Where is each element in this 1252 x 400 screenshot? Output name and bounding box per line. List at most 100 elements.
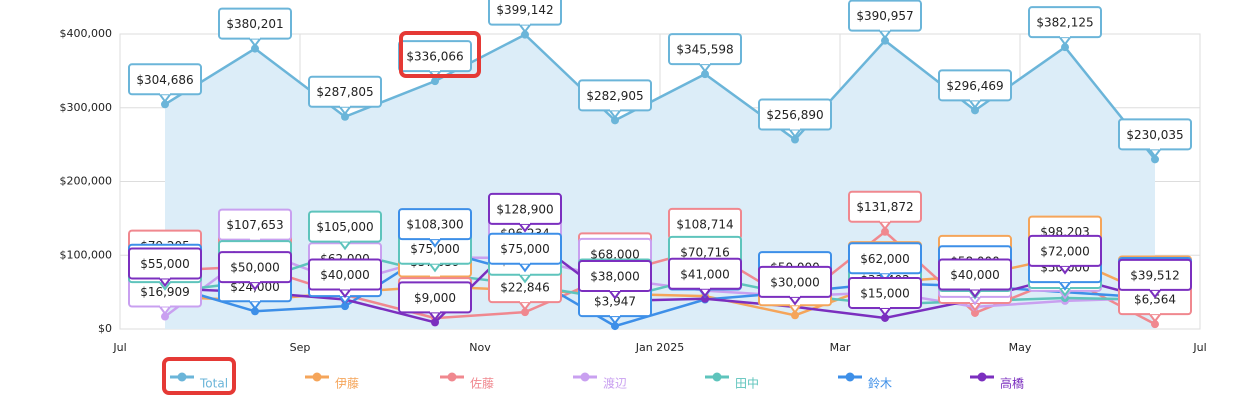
label-cover — [250, 279, 260, 283]
legend-label: 渡辺 — [603, 376, 627, 391]
data-label: $382,125 — [1028, 6, 1102, 46]
data-label: $390,957 — [848, 0, 922, 40]
data-label: $107,653 — [218, 208, 292, 249]
point — [1151, 155, 1159, 164]
data-label: $75,000 — [398, 232, 472, 273]
y-tick-label: $100,000 — [60, 248, 113, 261]
highlight-overlay — [162, 31, 481, 395]
label-cover — [430, 68, 440, 72]
point — [521, 308, 529, 317]
data-label-text: $390,957 — [856, 9, 913, 23]
y-tick-label: $200,000 — [60, 175, 113, 188]
data-label-text: $72,000 — [1040, 244, 1090, 258]
label-cover — [1060, 34, 1070, 38]
y-tick-label: $0 — [98, 322, 112, 335]
point — [971, 106, 979, 115]
point — [971, 308, 979, 317]
data-label: $40,000 — [308, 258, 382, 299]
label-cover — [970, 286, 980, 290]
data-label: $131,872 — [848, 190, 922, 231]
data-label-text: $287,805 — [316, 85, 373, 99]
label-cover — [700, 61, 710, 65]
point — [161, 312, 169, 321]
point — [881, 36, 889, 45]
label-cover — [340, 286, 350, 290]
data-label: $38,000 — [578, 259, 652, 300]
legend: Total 伊藤 佐藤 渡辺 田中 鈴木 高橋 — [170, 372, 1024, 391]
label-cover — [1060, 279, 1070, 283]
label-cover — [790, 293, 800, 297]
point — [341, 112, 349, 121]
data-label-text: $9,000 — [414, 291, 456, 305]
label-cover — [880, 27, 890, 31]
label-cover — [610, 287, 620, 291]
point — [521, 30, 529, 39]
label-cover — [970, 97, 980, 101]
data-label: $108,300 — [398, 208, 472, 248]
data-label-text: $15,000 — [860, 286, 910, 300]
data-label-text: $131,872 — [856, 200, 913, 214]
point — [161, 100, 169, 109]
data-label: $62,000 — [848, 242, 922, 282]
point — [431, 77, 439, 86]
legend-marker — [447, 372, 457, 382]
data-label-text: $41,000 — [680, 267, 730, 281]
x-tick-label: Sep — [290, 341, 311, 354]
label-cover — [700, 285, 710, 289]
x-tick-label: Mar — [830, 341, 851, 354]
data-label-text: $108,714 — [676, 217, 733, 231]
data-label: $50,000 — [218, 251, 292, 291]
data-label: $30,000 — [758, 265, 832, 306]
label-cover — [610, 313, 620, 317]
x-tick-label: May — [1009, 341, 1032, 354]
label-cover — [520, 299, 530, 303]
x-tick-label: Jul — [1192, 341, 1206, 354]
data-label: $15,000 — [848, 276, 922, 317]
label-cover — [880, 218, 890, 222]
data-label: $105,000 — [308, 210, 382, 251]
data-label: $39,512 — [1118, 258, 1192, 299]
data-label-text: $62,000 — [860, 252, 910, 266]
legend-marker — [977, 372, 987, 382]
legend-label: Total — [199, 377, 228, 391]
data-label: $40,000 — [938, 258, 1012, 299]
point — [431, 318, 439, 327]
point — [251, 307, 259, 316]
x-tick-label: Jul — [112, 341, 126, 354]
data-label-text: $39,512 — [1130, 268, 1180, 282]
label-cover — [250, 35, 260, 39]
data-label-text: $380,201 — [226, 17, 283, 31]
data-label-text: $382,125 — [1036, 16, 1093, 30]
data-label: $296,469 — [938, 69, 1012, 110]
label-cover — [1150, 146, 1160, 150]
point — [611, 322, 619, 331]
label-cover — [250, 298, 260, 302]
data-label: $287,805 — [308, 75, 382, 116]
point — [701, 294, 709, 303]
label-cover — [520, 271, 530, 275]
label-cover — [250, 236, 260, 240]
data-label: $72,000 — [1028, 234, 1102, 275]
data-label: $6,564 — [1118, 283, 1192, 323]
data-label-text: $230,035 — [1126, 128, 1183, 142]
label-cover — [520, 260, 530, 264]
highlight-box — [399, 31, 481, 78]
label-cover — [880, 270, 890, 274]
legend-label: 鈴木 — [868, 376, 892, 391]
label-cover — [520, 21, 530, 25]
data-label-text: $68,000 — [590, 247, 640, 261]
data-label-text: $16,909 — [140, 285, 190, 299]
label-cover — [880, 304, 890, 308]
data-label-text: $345,598 — [676, 43, 733, 57]
label-cover — [430, 260, 440, 264]
legend-marker — [312, 372, 322, 382]
x-tick-label: Nov — [469, 341, 491, 354]
data-label-text: $40,000 — [320, 268, 370, 282]
point — [701, 70, 709, 79]
data-label: $3,947 — [578, 285, 652, 325]
label-cover — [430, 236, 440, 240]
data-label-text: $304,686 — [136, 73, 193, 87]
point — [881, 313, 889, 322]
